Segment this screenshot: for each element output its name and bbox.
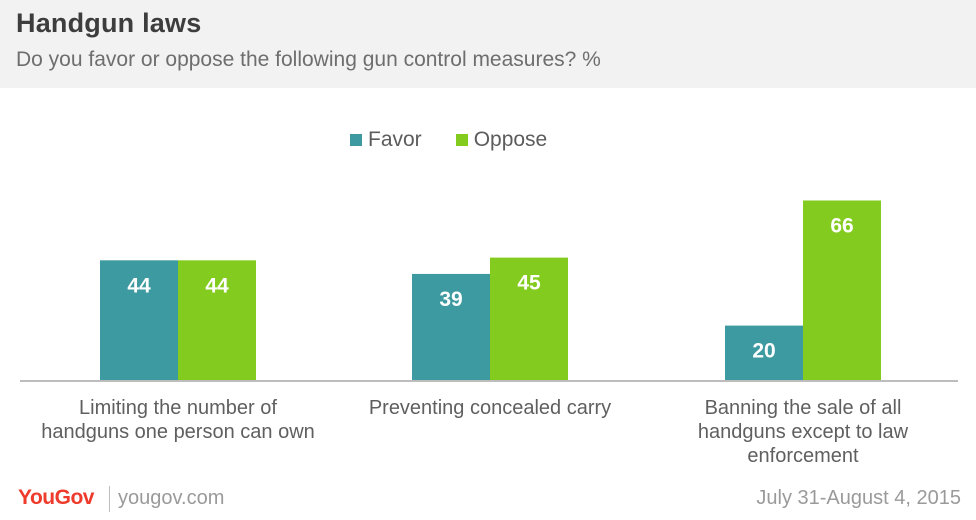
data-label-favor-0: 44	[127, 274, 151, 297]
legend-swatch-oppose	[455, 134, 468, 146]
legend-label-oppose: Oppose	[473, 128, 548, 151]
bar-oppose-1	[490, 257, 568, 380]
bar-favor-1	[412, 273, 490, 380]
footer-site-link[interactable]: yougov.com	[118, 487, 225, 509]
data-label-favor-1: 39	[439, 288, 462, 311]
category-label-1: Preventing concealed carry	[369, 397, 611, 419]
yougov-logo: YouGov	[18, 486, 94, 509]
data-label-oppose-0: 44	[205, 274, 229, 297]
bar-favor-0	[100, 260, 178, 380]
legend-label-favor: Favor	[368, 128, 422, 151]
legend-swatch-favor	[350, 134, 362, 146]
data-label-oppose-1: 45	[517, 272, 541, 295]
footer-date: July 31-August 4, 2015	[756, 487, 961, 509]
footer-divider	[109, 486, 110, 512]
bar-favor-2	[725, 325, 803, 380]
data-label-favor-2: 20	[752, 340, 775, 363]
chart-title: Handgun laws	[16, 8, 202, 38]
chart-header: Handgun laws Do you favor or oppose the …	[0, 0, 976, 88]
chart-legend: Favor Oppose	[350, 127, 581, 153]
data-label-oppose-2: 66	[830, 214, 853, 237]
category-label-0: Limiting the number of handguns one perso…	[41, 397, 315, 443]
bar-oppose-0	[178, 260, 256, 380]
legend-item-favor: Favor	[350, 128, 422, 152]
legend-item-oppose: Oppose	[455, 128, 548, 152]
category-label-2: Banning the sale of all handguns except t…	[698, 397, 909, 467]
bar-oppose-2	[803, 200, 881, 380]
chart-subtitle: Do you favor or oppose the following gun…	[16, 48, 601, 71]
